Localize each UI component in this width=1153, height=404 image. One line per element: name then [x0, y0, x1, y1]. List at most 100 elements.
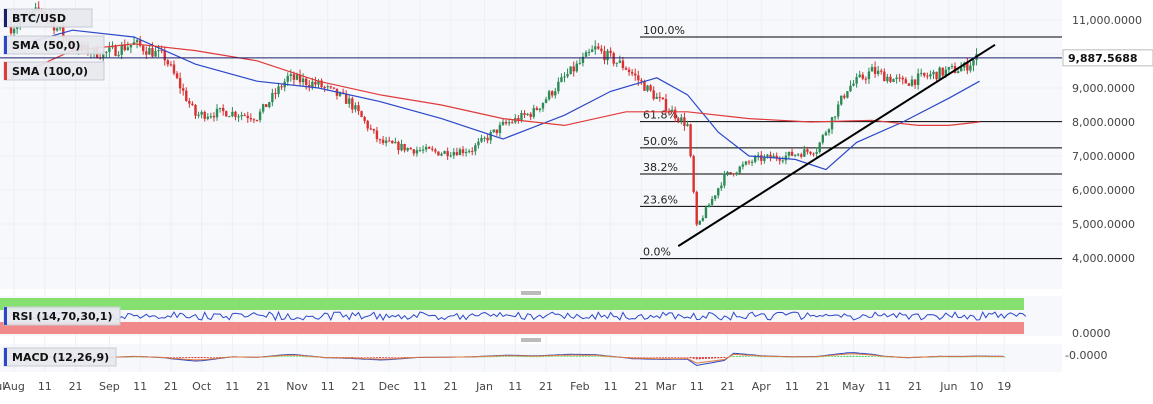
- candle-body: [166, 60, 170, 65]
- candle-body: [907, 83, 911, 86]
- candle-body: [397, 141, 400, 151]
- candle-body: [511, 122, 514, 124]
- macd-histogram-bar: [1000, 356, 1003, 358]
- candle-body: [680, 117, 683, 122]
- macd-histogram-bar: [723, 357, 726, 358]
- candle-body: [102, 52, 105, 59]
- candle-body: [640, 80, 643, 82]
- legend-symbol[interactable]: BTC/USD: [3, 8, 93, 28]
- macd-histogram-bar: [382, 357, 385, 358]
- macd-histogram-bar: [203, 357, 206, 358]
- macd-histogram-bar: [769, 356, 772, 358]
- candle-body: [812, 153, 815, 155]
- macd-histogram-bar: [588, 356, 591, 357]
- x-tick-label: 21: [634, 380, 648, 393]
- macd-histogram-bar: [391, 357, 394, 358]
- legend-sma100[interactable]: SMA (100,0): [3, 61, 105, 81]
- macd-histogram-bar: [209, 357, 212, 358]
- candle-body: [966, 62, 969, 71]
- candle-body: [643, 81, 646, 91]
- x-tick-label: 11: [225, 380, 239, 393]
- rsi-axis-label: 0.0000: [1072, 327, 1111, 340]
- y-tick-label: 5,000.0000: [1072, 218, 1135, 231]
- candle-body: [772, 155, 775, 159]
- candle-body: [182, 88, 185, 91]
- candle-body: [569, 66, 572, 75]
- candle-body: [55, 28, 59, 31]
- macd-histogram-bar: [292, 356, 295, 357]
- legend-sma50-label: SMA (50,0): [12, 39, 80, 52]
- ascending-trendline[interactable]: [677, 43, 996, 247]
- candle-body: [391, 140, 394, 144]
- candle-body: [846, 91, 849, 98]
- candle-body: [889, 76, 892, 82]
- candle-body: [720, 185, 723, 189]
- legend-macd[interactable]: MACD (12,26,9): [3, 347, 117, 367]
- legend-rsi[interactable]: RSI (14,70,30,1): [3, 306, 121, 326]
- candle-body: [750, 161, 754, 163]
- macd-histogram-bar: [366, 357, 369, 358]
- y-tick-label: 11,000.0000: [1072, 14, 1142, 27]
- x-tick-label: 11: [690, 380, 704, 393]
- rsi-resize-handle[interactable]: [521, 291, 541, 295]
- x-tick-label: 10: [970, 380, 984, 393]
- macd-histogram-bar: [852, 355, 855, 357]
- candle-body: [406, 148, 409, 151]
- macd-histogram-bar: [197, 357, 200, 359]
- x-tick-label: 11: [604, 380, 618, 393]
- macd-histogram-bar: [514, 356, 517, 358]
- candle-body: [249, 118, 253, 120]
- macd-histogram-bar: [295, 356, 298, 357]
- macd-histogram-bar: [969, 356, 972, 358]
- macd-histogram-bar: [689, 357, 692, 359]
- candle-body: [437, 151, 440, 156]
- candle-body: [864, 78, 868, 80]
- candle-body: [403, 143, 406, 151]
- macd-histogram-bar: [342, 357, 345, 358]
- candle-body: [566, 74, 569, 77]
- macd-histogram-bar: [729, 356, 732, 358]
- candle-body: [523, 112, 526, 115]
- candle-body: [261, 104, 265, 112]
- candle-body: [538, 108, 542, 110]
- candle-body: [320, 80, 323, 88]
- macd-histogram-bar: [717, 357, 720, 359]
- macd-histogram-bar: [981, 356, 984, 358]
- macd-histogram-bar: [572, 356, 575, 357]
- candle-body: [225, 111, 228, 117]
- macd-resize-handle[interactable]: [521, 338, 541, 342]
- macd-histogram-bar: [505, 356, 508, 358]
- candle-body: [707, 204, 711, 208]
- macd-histogram-bar: [855, 355, 858, 357]
- candle-body: [916, 73, 920, 85]
- candle-body: [741, 164, 745, 167]
- candle-body: [876, 70, 880, 74]
- candle-body: [258, 111, 262, 121]
- macd-histogram-bar: [182, 357, 185, 358]
- candle-body: [677, 118, 680, 122]
- candle-body: [551, 91, 554, 96]
- macd-histogram-bar: [661, 357, 664, 358]
- macd-histogram-bar: [388, 357, 391, 358]
- macd-histogram-bar: [858, 355, 861, 357]
- macd-histogram-bar: [372, 357, 375, 358]
- macd-histogram-bar: [176, 357, 179, 358]
- candle-body: [664, 99, 668, 112]
- legend-sma50[interactable]: SMA (50,0): [3, 35, 105, 55]
- candle-body: [913, 79, 917, 85]
- candle-body: [178, 78, 182, 89]
- macd-histogram-bar: [754, 356, 757, 357]
- candle-body: [932, 71, 935, 75]
- candle-body: [830, 117, 834, 130]
- candle-body: [277, 86, 280, 95]
- macd-histogram-bar: [495, 356, 498, 358]
- x-tick-label: May: [842, 380, 865, 393]
- macd-histogram-bar: [375, 357, 378, 358]
- candle-body: [849, 85, 852, 92]
- candle-body: [784, 155, 788, 161]
- candle-body: [861, 74, 864, 79]
- macd-histogram-bar: [483, 356, 486, 358]
- candle-body: [766, 154, 769, 157]
- candle-body: [793, 154, 797, 156]
- macd-histogram-bar: [711, 357, 714, 359]
